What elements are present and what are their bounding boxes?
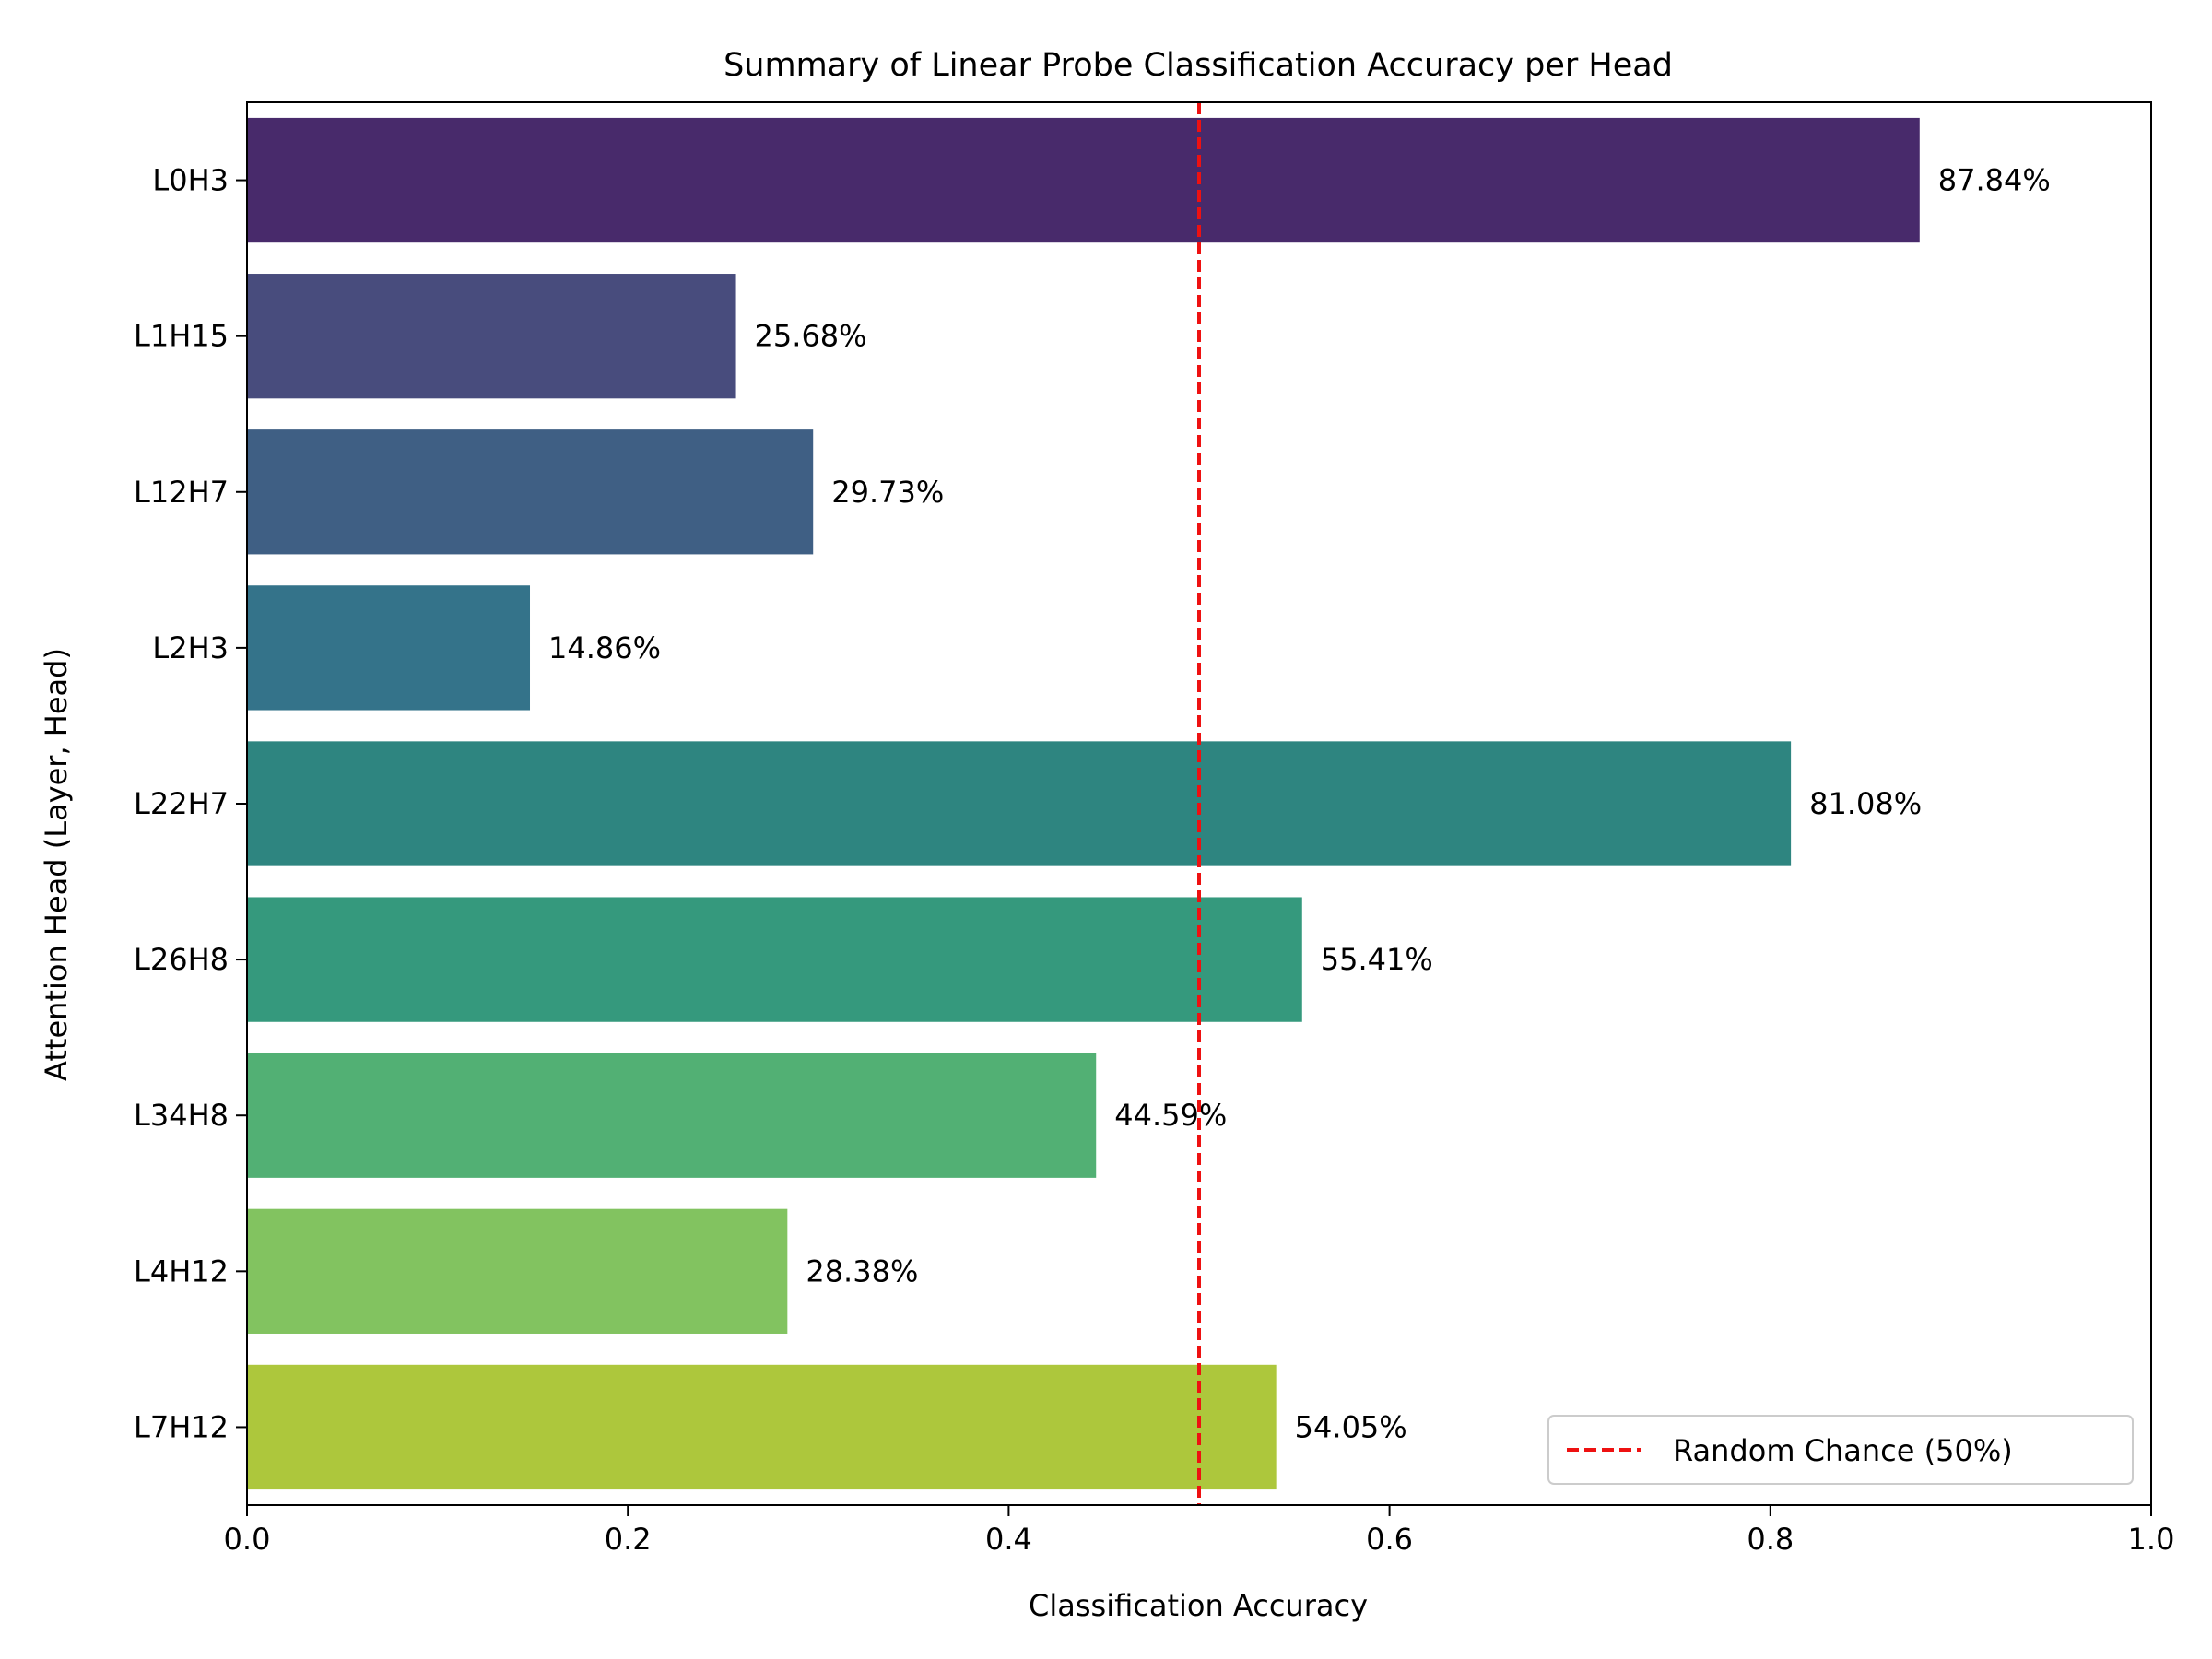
- x-tick-label: 1.0: [2128, 1522, 2175, 1557]
- data-label-l4h12: 28.38%: [806, 1253, 918, 1288]
- data-label-l34h8: 44.59%: [1114, 1098, 1227, 1133]
- y-tick-label: L22H7: [134, 786, 229, 821]
- bar-l2h3: [247, 585, 531, 711]
- bar-l0h3: [247, 117, 1920, 243]
- y-tick-label: L34H8: [134, 1098, 229, 1133]
- bar-l26h8: [247, 897, 1302, 1022]
- bar-l22h7: [247, 741, 1792, 866]
- value-labels-group: 87.84% 25.68% 29.73% 14.86% 81.08% 55.41% 44.5…: [548, 163, 2051, 1445]
- data-label-l26h8: 55.41%: [1321, 942, 1433, 977]
- y-tick-label: L1H15: [134, 319, 229, 354]
- legend-box: [1547, 1415, 2134, 1485]
- y-tick-label: L0H3: [152, 163, 229, 198]
- y-tick-label: L26H8: [134, 942, 229, 977]
- bar-l7h12: [247, 1364, 1277, 1490]
- y-axis-label: Attention Head (Layer, Head): [39, 648, 74, 1081]
- data-label-l2h3: 14.86%: [548, 630, 661, 665]
- y-axis: L0H3 L1H15 L12H7 L2H3 L22H7 L26H8 L34H8 L4H12 L7…: [134, 163, 247, 1444]
- chart-title: Summary of Linear Probe Classification A…: [724, 47, 1673, 84]
- y-tick-label: L2H3: [152, 630, 229, 665]
- data-label-l22h7: 81.08%: [1809, 786, 1922, 821]
- x-tick-label: 0.8: [1747, 1522, 1794, 1557]
- x-tick-label: 0.6: [1366, 1522, 1413, 1557]
- legend: Random Chance (50%): [1547, 1415, 2134, 1485]
- x-axis: 0.0 0.2 0.4 0.6 0.8 1.0: [224, 1505, 2175, 1557]
- x-tick-label: 0.2: [605, 1522, 652, 1557]
- bar-l1h15: [247, 274, 736, 399]
- x-tick-label: 0.4: [985, 1522, 1032, 1557]
- x-tick-label: 0.0: [224, 1522, 271, 1557]
- x-axis-label: Classification Accuracy: [1029, 1588, 1368, 1623]
- bars-group: [247, 117, 1920, 1490]
- data-label-l0h3: 87.84%: [1938, 163, 2051, 198]
- bar-l34h8: [247, 1053, 1097, 1178]
- data-label-l7h12: 54.05%: [1295, 1409, 1407, 1444]
- y-tick-label: L4H12: [134, 1253, 229, 1288]
- data-label-l1h15: 25.68%: [755, 319, 867, 354]
- bar-l4h12: [247, 1208, 788, 1334]
- y-tick-label: L7H12: [134, 1409, 229, 1444]
- y-tick-label: L12H7: [134, 475, 229, 510]
- legend-entry-label: Random Chance (50%): [1673, 1433, 2013, 1468]
- data-label-l12h7: 29.73%: [831, 475, 944, 510]
- bar-l12h7: [247, 429, 814, 555]
